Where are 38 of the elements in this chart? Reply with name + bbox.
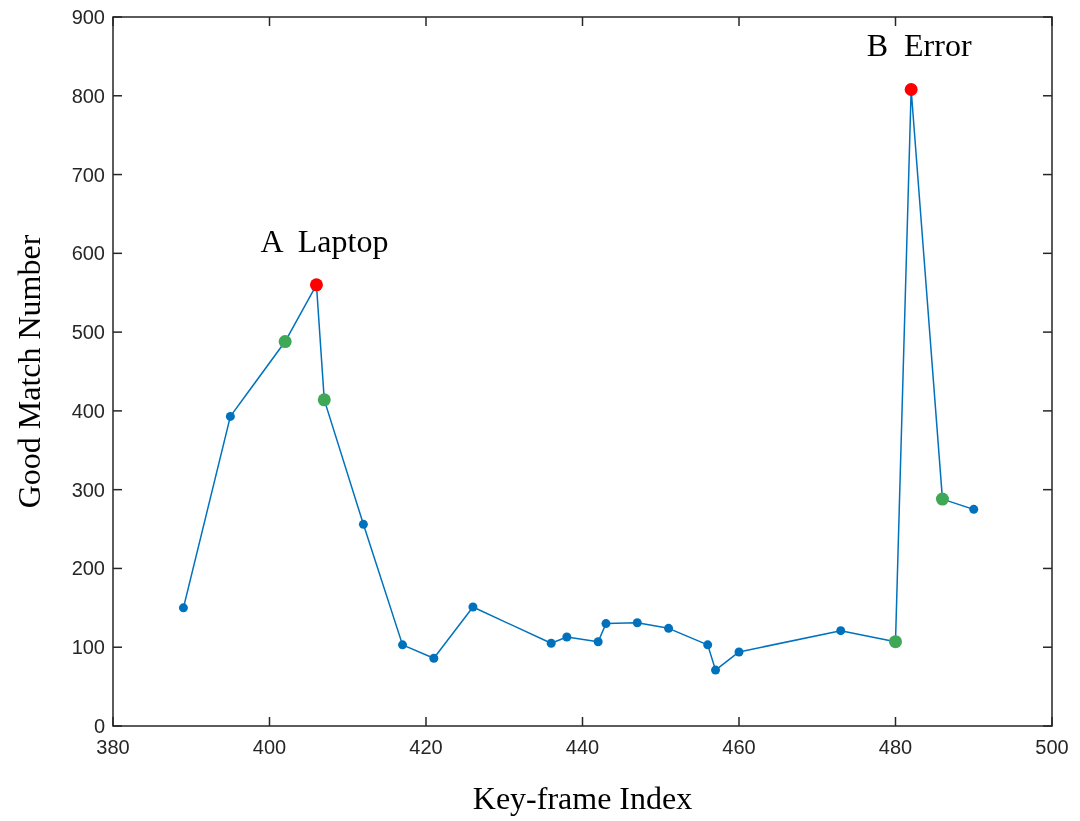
point — [468, 602, 478, 612]
x-tick-label: 460 — [722, 736, 756, 758]
annotation: B Error — [866, 27, 972, 64]
point — [711, 665, 721, 675]
y-tick-label: 600 — [71, 242, 105, 265]
x-tick-label: 380 — [96, 736, 130, 758]
x-tick-label: 420 — [409, 736, 443, 758]
point — [969, 504, 979, 514]
x-axis-title: Key-frame Index — [472, 780, 693, 816]
point — [562, 632, 572, 642]
point — [632, 618, 642, 628]
point — [703, 640, 713, 650]
point — [358, 519, 368, 529]
y-tick-label: 200 — [71, 557, 105, 580]
point — [836, 626, 846, 636]
point — [225, 411, 235, 421]
point — [664, 623, 674, 633]
point — [178, 603, 188, 613]
point — [398, 640, 408, 650]
y-axis-title: Good Match Number — [11, 234, 47, 509]
y-tick-label: 0 — [93, 715, 105, 737]
y-tick-label: 300 — [71, 478, 105, 501]
point — [601, 619, 611, 629]
x-tick-label: 480 — [878, 736, 913, 758]
point — [546, 638, 556, 648]
y-tick-label: 800 — [71, 84, 105, 107]
point — [429, 653, 439, 663]
y-tick-label: 700 — [71, 163, 105, 186]
y-tick-label: 400 — [71, 399, 105, 422]
annotation: A Laptop — [260, 222, 389, 259]
point — [734, 647, 744, 657]
point — [593, 637, 603, 647]
y-tick-label: 900 — [71, 6, 105, 28]
x-tick-label: 500 — [1035, 736, 1069, 758]
x-tick-label: 440 — [565, 736, 600, 758]
y-tick-label: 500 — [71, 321, 105, 344]
x-tick-label: 400 — [252, 736, 287, 758]
y-tick-label: 100 — [71, 636, 105, 659]
